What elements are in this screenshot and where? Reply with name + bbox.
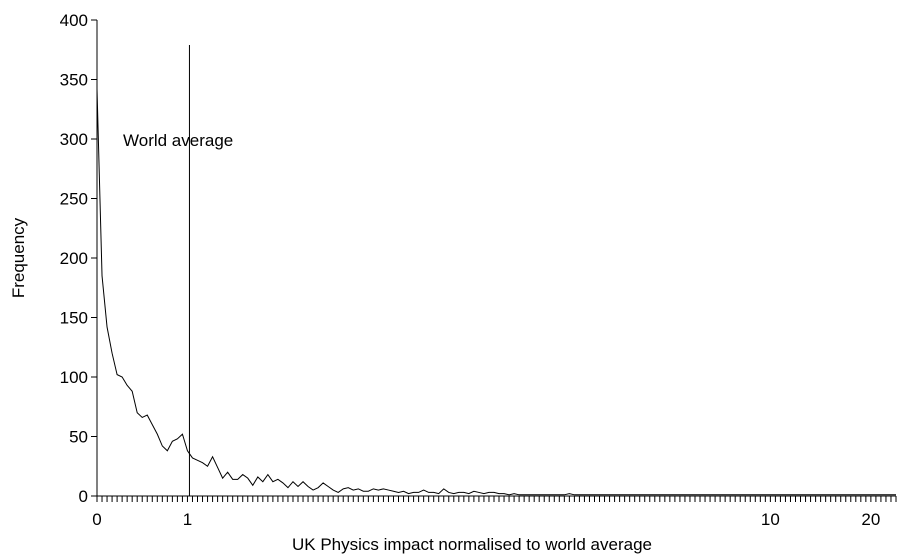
- y-tick-label: 0: [79, 487, 88, 506]
- x-tick-label: 1: [183, 510, 192, 529]
- x-axis-ticks: 0 1 10 20: [92, 496, 897, 529]
- y-tick-label: 150: [60, 309, 88, 328]
- y-axis-ticks: 0 50 100 150 200 250 300 350 400: [60, 11, 97, 506]
- x-axis-title: UK Physics impact normalised to world av…: [292, 535, 652, 554]
- y-tick-label: 400: [60, 11, 88, 30]
- x-tick-label: 0: [92, 510, 101, 529]
- y-tick-label: 50: [69, 428, 88, 447]
- x-tick-label: 20: [861, 510, 880, 529]
- y-tick-label: 300: [60, 130, 88, 149]
- y-tick-label: 100: [60, 368, 88, 387]
- y-axis-title: Frequency: [9, 217, 28, 298]
- y-tick-label: 200: [60, 249, 88, 268]
- y-tick-label: 350: [60, 71, 88, 90]
- series-line-frequency: [96, 89, 896, 496]
- world-average-label: World average: [123, 131, 233, 150]
- y-tick-label: 250: [60, 190, 88, 209]
- x-tick-label: 10: [761, 510, 780, 529]
